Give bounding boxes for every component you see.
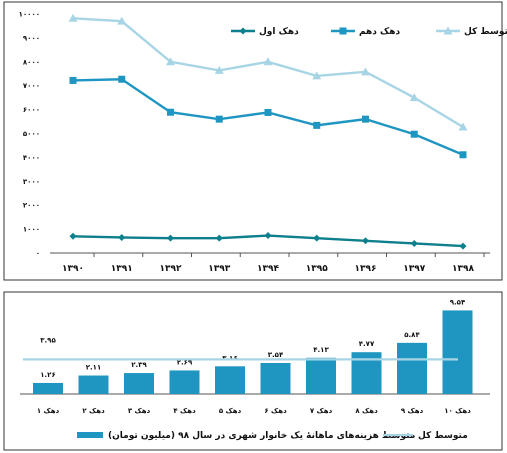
bar: [306, 357, 336, 394]
legend-marker: [339, 27, 347, 35]
bar-value-label: ۹.۵۴: [450, 298, 466, 306]
y-tick-label: ۶۰۰۰: [23, 106, 40, 114]
bar: [78, 375, 109, 394]
series-line: [72, 78, 464, 156]
data-point: [215, 115, 223, 123]
legend-marker: [239, 27, 247, 35]
average-value-label: ۳.۹۵: [40, 336, 56, 344]
data-point: [458, 122, 468, 131]
y-tick-label: ۵۰۰۰: [23, 130, 40, 138]
x-tick-label: ۱۳۹۴: [257, 264, 279, 274]
x-tick-label: ۱۳۹۲: [160, 264, 182, 274]
data-point: [69, 76, 77, 84]
data-point: [410, 130, 418, 138]
bar-value-label: ۵.۸۴: [404, 331, 420, 339]
bar: [33, 382, 63, 394]
data-point: [313, 234, 321, 242]
category-label: دهک ۴: [173, 407, 196, 415]
data-point: [117, 16, 127, 25]
data-point: [459, 242, 467, 250]
x-tick-label: ۱۳۹۱: [111, 264, 133, 274]
x-tick-label: ۱۳۹۸: [452, 264, 474, 274]
chart-frame: [3, 291, 503, 451]
category-label: دهک ۳: [128, 407, 151, 415]
legend-label: دهک اول: [259, 27, 299, 37]
category-label: دهک ۱: [37, 407, 60, 415]
x-tick-label: ۱۳۹۳: [208, 264, 230, 274]
data-point: [167, 234, 174, 242]
bar: [215, 366, 245, 394]
chart-frame: [3, 1, 503, 281]
data-point: [214, 65, 224, 74]
legend-bar-label: متوسط هزینه‌های ماهانهٔ یک خانوار شهری د…: [108, 431, 415, 441]
line-chart-panel: ۰ ۱۰۰۰ ۲۰۰۰ ۳۰۰۰ ۴۰۰۰ ۵۰۰۰ ۶۰۰۰ ۷۰۰۰ ۸۰۰۰ ۹۰۰۰ ۱۰۰…: [3, 1, 507, 281]
data-point: [118, 75, 126, 83]
bar: [124, 373, 154, 394]
data-point: [264, 108, 272, 116]
data-point: [166, 57, 175, 66]
category-label: دهک ۷: [310, 407, 333, 415]
bar-value-label: ۲.۶۹: [177, 358, 193, 366]
x-tick-label: ۱۳۹۶: [355, 264, 377, 274]
data-point: [118, 233, 126, 241]
legend-label: دهک دهم: [359, 27, 401, 37]
y-tick-label: ۷۰۰۰: [23, 82, 40, 90]
y-tick-label: ۸۰۰۰: [23, 58, 40, 66]
category-label: دهک ۶: [264, 407, 287, 415]
x-tick-label: ۱۳۹۷: [403, 264, 425, 274]
data-point: [362, 237, 369, 245]
bar-value-label: ۴.۷۷: [359, 340, 375, 348]
data-point: [263, 57, 273, 66]
y-tick-label: ۱۰۰۰۰: [19, 11, 40, 19]
category-label: دهک ۲: [82, 407, 105, 415]
data-point: [215, 234, 223, 242]
bar-value-label: ۳.۵۴: [268, 351, 284, 359]
y-tick-label: ۲۰۰۰: [23, 202, 40, 210]
data-point: [312, 71, 322, 80]
x-tick-label: ۱۳۹۰: [62, 264, 84, 274]
legend-bar-swatch: [77, 432, 103, 438]
category-label: دهک ۵: [219, 407, 242, 415]
y-tick-label: ۳۰۰۰: [23, 178, 40, 186]
y-tick-label: ۴۰۰۰: [23, 154, 40, 162]
category-label: دهک ۱۰: [444, 407, 471, 415]
legend-marker: [443, 26, 453, 35]
bar-value-label: ۴.۱۳: [313, 346, 329, 354]
line-chart: ۰ ۱۰۰۰ ۲۰۰۰ ۳۰۰۰ ۴۰۰۰ ۵۰۰۰ ۶۰۰۰ ۷۰۰۰ ۸۰۰۰ ۹۰۰۰ ۱۰۰…: [3, 1, 507, 281]
bar: [260, 362, 291, 394]
y-tick-label: ۰: [36, 250, 40, 258]
data-point: [361, 67, 370, 76]
data-point: [264, 232, 272, 240]
data-point: [69, 232, 77, 240]
y-tick-label: ۹۰۰۰: [23, 34, 40, 42]
bar-value-label: ۲.۱۱: [86, 364, 101, 372]
bar: [397, 342, 427, 394]
data-point: [409, 93, 419, 102]
bar: [169, 370, 200, 394]
category-label: دهک ۹: [401, 407, 424, 415]
x-tick-label: ۱۳۹۵: [306, 264, 328, 274]
data-point: [362, 115, 369, 123]
category-label: دهک ۸: [355, 407, 378, 415]
legend-line-label: متوسط کل: [418, 431, 468, 441]
bar: [442, 310, 473, 394]
data-point: [459, 151, 467, 159]
bar-value-label: ۲.۳۹: [131, 361, 147, 369]
data-point: [313, 121, 321, 129]
data-point: [68, 13, 78, 22]
data-point: [410, 239, 418, 247]
legend-label: متوسط کل: [464, 27, 507, 37]
data-point: [167, 108, 174, 116]
bar-value-label: ۱.۲۶: [40, 371, 55, 379]
y-tick-label: ۱۰۰۰: [23, 226, 40, 234]
